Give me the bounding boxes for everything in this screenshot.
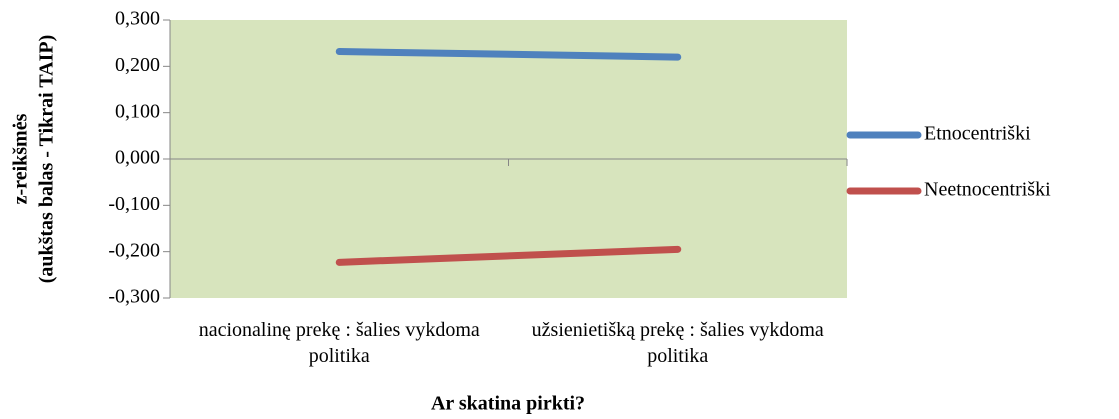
y-tick-label: 0,200 xyxy=(115,54,160,76)
y-axis-title: (aukštas balas - Tikrai TAIP) xyxy=(36,35,58,284)
legend-label: Neetnocentriški xyxy=(924,179,1051,201)
y-tick-label: -0,300 xyxy=(108,286,160,308)
legend-label: Etnocentriški xyxy=(924,123,1031,145)
y-tick-label: 0,000 xyxy=(115,147,160,169)
y-tick-label: -0,100 xyxy=(108,193,160,215)
y-tick-label: 0,300 xyxy=(115,8,160,30)
y-tick-label: -0,200 xyxy=(108,239,160,261)
data-line xyxy=(335,245,682,266)
x-axis-title: Ar skatina pirkti? xyxy=(431,393,585,415)
x-tick-label: nacionalinę prekę : šalies vykdoma polit… xyxy=(198,319,480,367)
y-axis-title: z-reikšmės xyxy=(10,113,32,204)
y-tick-label: 0,100 xyxy=(115,100,160,122)
data-line xyxy=(335,48,682,61)
x-tick-label: užsienietišką prekę : šalies vykdoma pol… xyxy=(531,319,824,367)
